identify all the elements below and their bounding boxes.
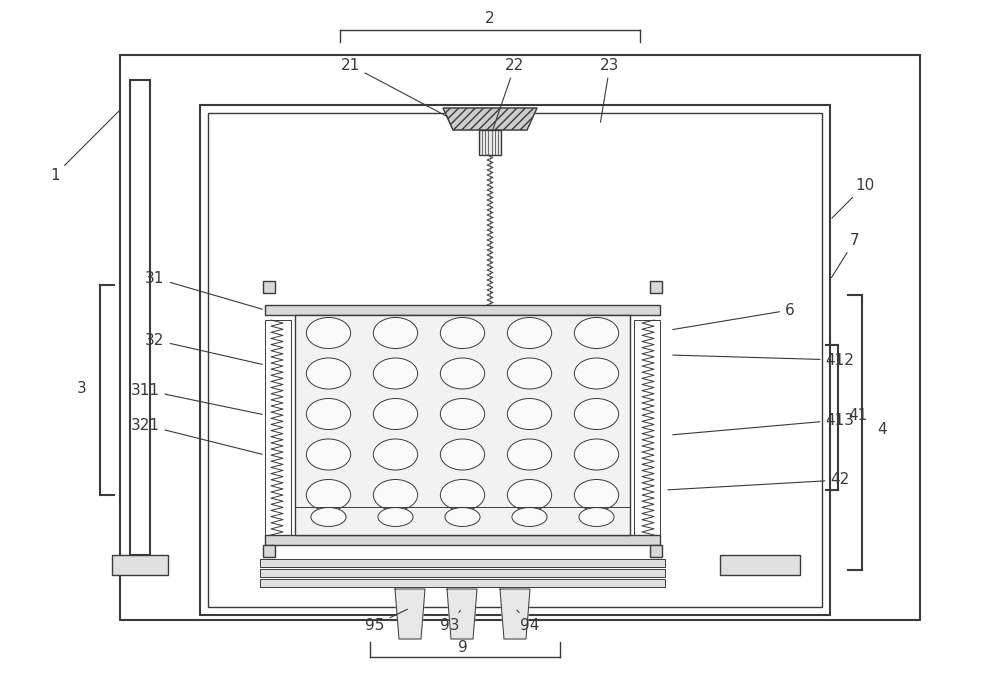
Ellipse shape bbox=[306, 479, 351, 510]
Text: 22: 22 bbox=[493, 58, 525, 129]
Bar bbox=[120, 55, 920, 620]
Text: 412: 412 bbox=[673, 353, 854, 367]
Ellipse shape bbox=[373, 479, 418, 510]
Text: 321: 321 bbox=[130, 417, 262, 454]
Polygon shape bbox=[500, 589, 530, 639]
Ellipse shape bbox=[507, 479, 552, 510]
Ellipse shape bbox=[445, 508, 480, 527]
Text: 6: 6 bbox=[673, 303, 795, 329]
Ellipse shape bbox=[507, 439, 552, 470]
Ellipse shape bbox=[574, 439, 619, 470]
Ellipse shape bbox=[373, 317, 418, 349]
Bar bbox=[112, 555, 168, 575]
Text: 3: 3 bbox=[77, 380, 87, 395]
Bar bbox=[263, 545, 275, 557]
Ellipse shape bbox=[507, 399, 552, 429]
Ellipse shape bbox=[373, 358, 418, 389]
Ellipse shape bbox=[306, 399, 351, 429]
Polygon shape bbox=[443, 108, 537, 130]
Bar bbox=[720, 555, 800, 575]
Bar bbox=[295, 315, 630, 535]
Text: 94: 94 bbox=[517, 610, 540, 632]
Ellipse shape bbox=[440, 358, 485, 389]
Bar bbox=[650, 281, 662, 293]
Ellipse shape bbox=[440, 317, 485, 349]
Ellipse shape bbox=[579, 508, 614, 527]
Ellipse shape bbox=[574, 479, 619, 510]
Ellipse shape bbox=[574, 317, 619, 349]
Text: 2: 2 bbox=[485, 10, 495, 25]
Text: 23: 23 bbox=[600, 58, 620, 122]
Text: 311: 311 bbox=[130, 382, 262, 414]
Bar bbox=[263, 281, 275, 293]
Bar bbox=[265, 320, 291, 535]
Bar bbox=[260, 559, 665, 567]
Text: 4: 4 bbox=[877, 423, 887, 438]
Ellipse shape bbox=[440, 479, 485, 510]
Bar bbox=[130, 80, 150, 555]
Bar bbox=[200, 105, 830, 615]
Bar bbox=[265, 535, 660, 545]
Polygon shape bbox=[447, 589, 477, 639]
Ellipse shape bbox=[306, 317, 351, 349]
Text: 32: 32 bbox=[145, 332, 262, 364]
Bar bbox=[265, 305, 660, 315]
Bar bbox=[260, 569, 665, 577]
Text: 7: 7 bbox=[831, 232, 860, 277]
Text: 1: 1 bbox=[50, 110, 120, 182]
Text: 9: 9 bbox=[458, 640, 468, 656]
Ellipse shape bbox=[507, 317, 552, 349]
Ellipse shape bbox=[306, 358, 351, 389]
Ellipse shape bbox=[311, 508, 346, 527]
Text: 21: 21 bbox=[340, 58, 448, 116]
Ellipse shape bbox=[440, 439, 485, 470]
Text: 10: 10 bbox=[832, 177, 875, 218]
Text: 95: 95 bbox=[365, 609, 408, 632]
Bar bbox=[634, 320, 660, 535]
Ellipse shape bbox=[512, 508, 547, 527]
Ellipse shape bbox=[574, 399, 619, 429]
Bar bbox=[479, 130, 501, 155]
Ellipse shape bbox=[373, 399, 418, 429]
Ellipse shape bbox=[373, 439, 418, 470]
Text: 42: 42 bbox=[668, 473, 850, 490]
Bar bbox=[208, 113, 822, 607]
Text: 413: 413 bbox=[673, 412, 854, 435]
Ellipse shape bbox=[306, 439, 351, 470]
Polygon shape bbox=[443, 108, 537, 130]
Ellipse shape bbox=[507, 358, 552, 389]
Ellipse shape bbox=[378, 508, 413, 527]
Text: 31: 31 bbox=[145, 271, 262, 309]
Bar bbox=[260, 579, 665, 587]
Ellipse shape bbox=[440, 399, 485, 429]
Bar bbox=[650, 545, 662, 557]
Text: 93: 93 bbox=[440, 610, 460, 632]
Ellipse shape bbox=[574, 358, 619, 389]
Polygon shape bbox=[395, 589, 425, 639]
Text: 41: 41 bbox=[848, 408, 868, 423]
